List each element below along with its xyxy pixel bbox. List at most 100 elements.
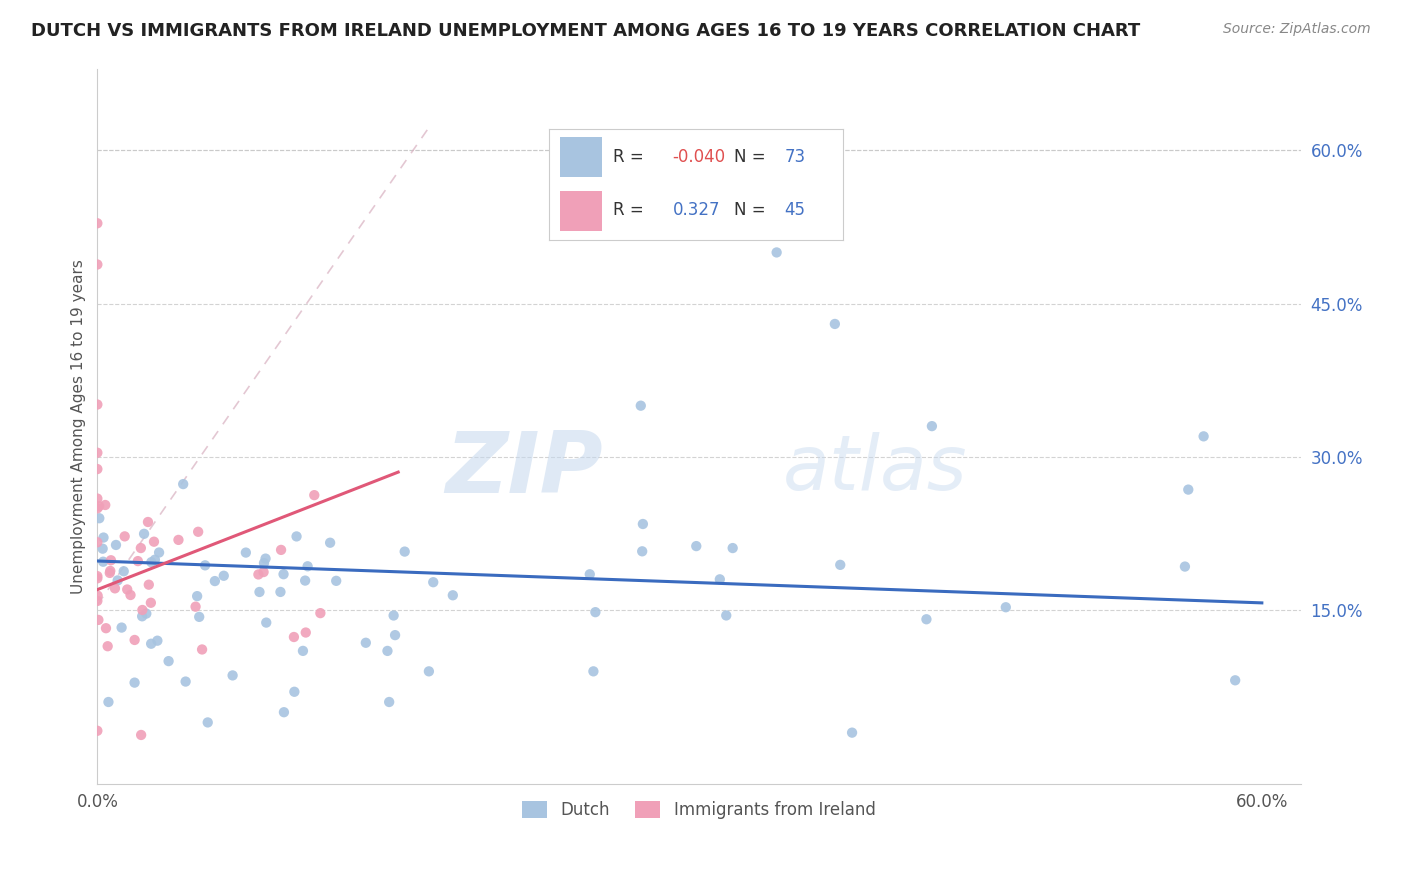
Point [269,585,291,599]
Point [685,539,707,553]
Point [97,695,120,709]
Point [120,588,142,602]
Point [146,633,169,648]
Text: ZIP: ZIP [446,427,603,510]
Point [148,545,170,559]
Point [212,568,235,582]
Point [382,608,405,623]
Point [716,608,738,623]
Point [132,526,155,541]
Point [86,446,108,460]
Point [247,567,270,582]
Point [127,554,149,568]
Point [94,621,117,635]
Point [143,552,166,566]
Point [174,674,197,689]
Point [578,567,600,582]
Point [187,524,209,539]
Point [254,551,277,566]
Point [631,516,654,531]
Point [915,612,938,626]
Point [124,632,146,647]
Point [86,594,108,608]
Point [138,577,160,591]
Point [184,599,207,614]
Point [86,462,108,476]
Point [824,317,846,331]
Point [304,488,326,502]
Point [294,625,316,640]
Point [291,644,314,658]
Point [141,555,163,569]
Point [285,529,308,543]
Point [191,642,214,657]
Point [91,541,114,556]
Point [131,609,153,624]
Point [254,615,277,630]
Point [86,491,108,506]
Point [86,398,108,412]
Point [1177,483,1199,497]
Point [139,596,162,610]
Point [124,675,146,690]
Point [110,621,132,635]
Text: Source: ZipAtlas.com: Source: ZipAtlas.com [1223,22,1371,37]
Point [89,511,111,525]
Point [86,569,108,583]
Point [104,538,127,552]
Point [204,574,226,588]
Point [86,535,108,549]
Point [422,575,444,590]
Point [273,705,295,719]
Point [221,668,243,682]
Point [384,628,406,642]
Point [112,564,135,578]
Point [253,556,276,570]
Point [135,607,157,621]
Point [582,665,605,679]
Point [157,654,180,668]
Legend: Dutch, Immigrants from Ireland: Dutch, Immigrants from Ireland [516,794,882,825]
Point [441,588,464,602]
Point [319,535,342,549]
Point [97,639,120,653]
Point [107,574,129,588]
Point [98,566,121,580]
Point [354,636,377,650]
Point [172,477,194,491]
Point [131,603,153,617]
Point [252,565,274,579]
Point [1174,559,1197,574]
Point [91,555,114,569]
Point [994,600,1017,615]
Point [143,534,166,549]
Point [1192,429,1215,443]
Point [86,589,108,603]
Point [194,558,217,573]
Point [325,574,347,588]
Point [86,501,108,516]
Point [136,515,159,529]
Point [115,582,138,597]
Text: DUTCH VS IMMIGRANTS FROM IRELAND UNEMPLOYMENT AMONG AGES 16 TO 19 YEARS CORRELAT: DUTCH VS IMMIGRANTS FROM IRELAND UNEMPLO… [31,22,1140,40]
Point [273,567,295,582]
Point [631,544,654,558]
Point [86,723,108,738]
Point [197,715,219,730]
Point [235,545,257,559]
Point [394,544,416,558]
Point [283,685,305,699]
Point [841,725,863,739]
Point [87,500,110,514]
Point [309,606,332,620]
Y-axis label: Unemployment Among Ages 16 to 19 years: Unemployment Among Ages 16 to 19 years [72,259,86,593]
Point [630,399,652,413]
Point [86,216,108,230]
Point [765,245,787,260]
Point [114,529,136,543]
Point [104,582,127,596]
Point [93,531,115,545]
Point [87,613,110,627]
Point [249,585,271,599]
Point [186,589,208,603]
